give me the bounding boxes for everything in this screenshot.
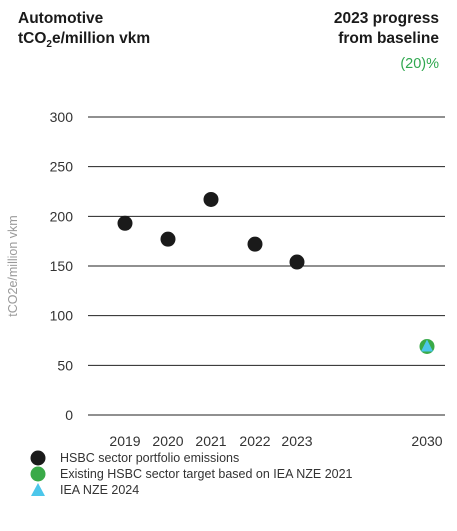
point-series2-2030 [421,339,433,352]
triangle-marker-icon [31,483,45,496]
y-tick-label-300: 300 [50,109,74,125]
point-series0-2019 [117,215,133,231]
x-tick-label-2030: 2030 [411,433,442,449]
legend: HSBC sector portfolio emissions Existing … [30,450,353,498]
x-tick-label-2019: 2019 [109,433,140,449]
legend-label: HSBC sector portfolio emissions [60,451,240,465]
legend-item: Existing HSBC sector target based on IEA… [30,466,353,482]
title-unit-prefix: tCO [18,30,47,47]
point-series0-2023 [289,254,305,270]
y-tick-label-50: 50 [57,357,73,373]
y-tick-label-250: 250 [50,159,74,175]
y-tick-label-100: 100 [50,308,74,324]
y-tick-label-150: 150 [50,258,74,274]
legend-label: Existing HSBC sector target based on IEA… [60,467,353,481]
circle-marker-icon [30,466,46,482]
y-axis-label: tCO2e/million vkm [6,215,20,316]
point-series0-2022 [247,236,263,252]
chart-title-line1: Automotive [18,10,104,27]
legend-item: IEA NZE 2024 [30,482,353,498]
progress-value: (20)% [400,56,439,72]
title-unit-subscript: 2 [46,39,52,51]
chart-title: Automotive tCO2e/million vkm [18,9,238,55]
x-tick-label-2021: 2021 [195,433,226,449]
point-series0-2021 [203,191,219,207]
legend-label: IEA NZE 2024 [60,483,140,497]
progress-title-line2: from baseline [338,30,439,47]
progress-title: 2023 progress from baseline [219,9,439,49]
x-tick-label-2020: 2020 [152,433,183,449]
x-tick-label-2022: 2022 [239,433,270,449]
chart-title-line2: tCO2e/million vkm [18,29,238,55]
y-tick-label-0: 0 [65,407,73,423]
x-tick-label-2023: 2023 [281,433,312,449]
point-series0-2020 [160,231,176,247]
title-unit-suffix: e/million vkm [51,30,151,47]
progress-title-line1: 2023 progress [333,10,439,27]
circle-marker-icon [30,450,46,466]
y-tick-label-200: 200 [50,208,74,224]
legend-item: HSBC sector portfolio emissions [30,450,353,466]
